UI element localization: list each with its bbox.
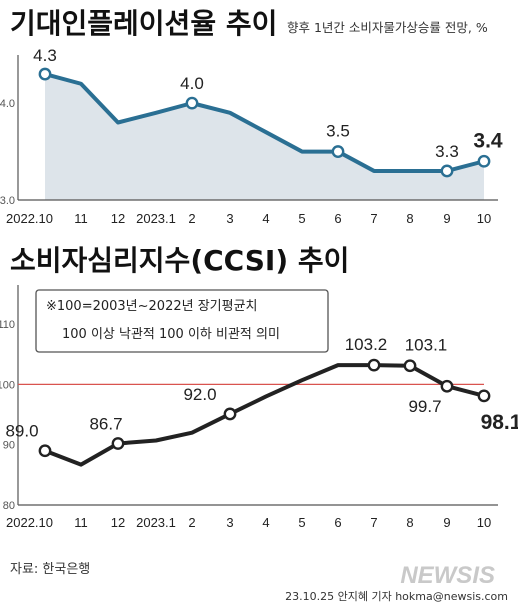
data-point-marker <box>111 437 125 450</box>
credit-line: 23.10.25 안지혜 기자 hokma@newsis.com <box>285 590 508 603</box>
ccsi-axes: 110 100 90 80 <box>0 285 498 512</box>
data-point-marker <box>223 407 237 421</box>
x-tick-label: 5 <box>298 515 305 530</box>
y-tick-label: 80 <box>3 500 15 512</box>
x-tick-label: 12 <box>111 515 125 530</box>
x-tick-label: 6 <box>334 515 341 530</box>
ccsi-data-labels: 89.0 86.7 92.0 103.2 103.1 99.7 98.1 <box>5 335 518 441</box>
data-label: 99.7 <box>408 397 441 416</box>
x-tick-label: 3 <box>226 211 233 226</box>
x-tick-label: 9 <box>443 515 450 530</box>
data-label: 3.5 <box>326 122 350 141</box>
inflation-x-ticks: 11 12 2023.1 2 3 4 5 6 7 8 9 10 2022.10 <box>6 211 491 226</box>
series-line <box>44 72 485 173</box>
inflation-axes: 4.0 3.0 <box>0 55 498 207</box>
y-tick-label: 110 <box>0 319 15 331</box>
data-label: 4.3 <box>33 46 57 65</box>
x-tick-label: 5 <box>298 211 305 226</box>
data-label: 103.1 <box>405 336 448 355</box>
inflation-data-labels: 4.3 4.0 3.5 3.3 3.4 <box>33 46 503 161</box>
area-fill <box>45 74 484 200</box>
y-tick-label: 90 <box>3 440 15 452</box>
data-point-marker <box>331 145 345 158</box>
x-tick-label: 8 <box>406 515 413 530</box>
ccsi-x-ticks: 11 12 2023.1 2 3 4 5 6 7 8 9 10 2022.10 <box>6 515 491 530</box>
x-tick-label: 12 <box>111 211 125 226</box>
inflation-markers <box>38 67 491 178</box>
inflation-area-layer <box>45 74 484 200</box>
x-tick-label: 2023.1 <box>136 515 176 530</box>
chart-title-ccsi: 소비자심리지수(CCSI) 추이 <box>10 244 349 277</box>
data-point-marker <box>185 96 199 110</box>
x-tick-label: 11 <box>74 515 88 530</box>
data-label: 89.0 <box>5 422 38 441</box>
y-tick-label: 100 <box>0 379 15 391</box>
ccsi-note-box: ※100=2003년~2022년 장기평균치 100 이상 낙관적 100 이하… <box>35 289 329 353</box>
data-point-marker <box>403 359 417 373</box>
y-tick-label: 3.0 <box>0 195 15 207</box>
source-label: 자료: 한국은행 <box>10 561 90 577</box>
data-label: 4.0 <box>180 74 204 93</box>
data-label: 103.2 <box>345 335 388 354</box>
data-point-marker <box>440 164 454 178</box>
data-label: 3.3 <box>435 142 459 161</box>
x-tick-label-first: 2022.10 <box>6 515 53 530</box>
inflation-line-layer <box>44 72 485 173</box>
x-tick-label: 9 <box>443 211 450 226</box>
data-point-marker <box>367 358 381 372</box>
newsis-logo: NEWSIS <box>400 562 495 589</box>
note-line-1: ※100=2003년~2022년 장기평균치 <box>46 299 258 314</box>
x-tick-label: 3 <box>226 515 233 530</box>
data-point-marker <box>440 379 454 393</box>
data-point-marker <box>477 154 491 168</box>
note-box-frame <box>35 289 329 353</box>
note-line-2: 100 이상 낙관적 100 이하 비관적 의미 <box>62 327 280 342</box>
x-tick-label: 6 <box>334 211 341 226</box>
x-tick-label: 7 <box>370 515 377 530</box>
x-tick-label: 10 <box>477 515 491 530</box>
data-point-marker <box>38 444 52 458</box>
data-label-latest: 3.4 <box>473 129 503 152</box>
chart-title-inflation: 기대인플레이션율 추이 <box>10 7 277 40</box>
x-tick-label: 7 <box>370 211 377 226</box>
data-label: 92.0 <box>183 385 216 404</box>
x-tick-label: 2023.1 <box>136 211 176 226</box>
x-tick-label: 2 <box>188 211 195 226</box>
data-point-marker <box>38 67 52 81</box>
x-tick-label: 10 <box>477 211 491 226</box>
x-tick-label: 8 <box>406 211 413 226</box>
x-tick-label: 2 <box>188 515 195 530</box>
data-label-latest: 98.1 <box>481 411 518 434</box>
x-tick-label: 11 <box>74 211 88 226</box>
x-tick-label: 4 <box>262 211 269 226</box>
data-point-marker <box>477 389 491 403</box>
x-tick-label-first: 2022.10 <box>6 211 53 226</box>
data-label: 86.7 <box>89 415 122 434</box>
chart-subtitle-inflation: 향후 1년간 소비자물가상승률 전망, % <box>287 20 488 35</box>
y-tick-label: 4.0 <box>0 98 15 110</box>
ccsi-markers <box>38 358 491 458</box>
x-tick-label: 4 <box>262 515 269 530</box>
